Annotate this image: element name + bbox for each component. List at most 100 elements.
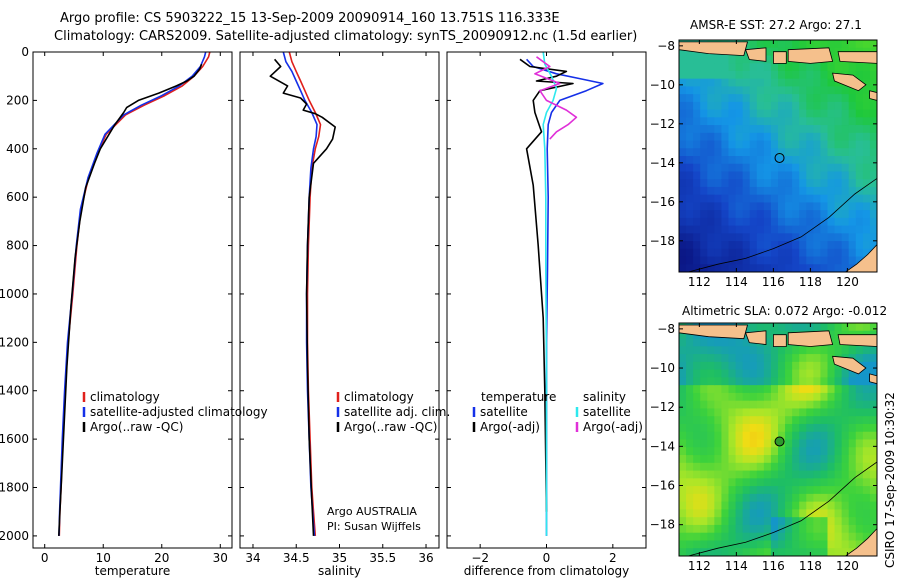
sla_map-cell xyxy=(869,509,877,518)
sla_map-cell xyxy=(785,400,793,410)
sst_map-cell xyxy=(693,78,701,87)
sst_map-cell xyxy=(799,156,807,165)
sst_map-cell xyxy=(841,241,850,250)
sst_map-cell xyxy=(792,94,800,103)
sla-map-title: Altimetric SLA: 0.072 Argo: -0.012 xyxy=(682,304,888,318)
sla_map-cell xyxy=(855,377,864,386)
sla_map-cell xyxy=(827,377,836,386)
sst_map-cell xyxy=(778,217,786,227)
sla_map-cell xyxy=(834,455,843,464)
sla_map-xtick-label: 112 xyxy=(688,559,711,573)
sst_map-cell xyxy=(686,264,694,272)
sla_map-cell xyxy=(756,548,765,556)
sla_map-cell xyxy=(686,385,694,394)
sst_map-cell xyxy=(827,109,836,118)
sla_map-cell xyxy=(763,338,772,347)
sla_map-cell xyxy=(686,478,694,487)
sla_map-cell xyxy=(778,385,786,394)
sst_map-cell xyxy=(693,94,701,103)
sst_map-cell xyxy=(813,225,822,234)
sla_map-cell xyxy=(770,462,779,472)
sst_map-island xyxy=(745,47,767,62)
sla_map-cell xyxy=(855,501,864,510)
sst_map-cell xyxy=(693,156,701,165)
sla_map-cell xyxy=(714,338,723,347)
sst_map-cell xyxy=(813,241,822,250)
sst_map-cell xyxy=(693,163,701,173)
sla_map-cell xyxy=(813,493,822,503)
sst_map-island xyxy=(787,47,834,64)
sla_map-cell xyxy=(792,524,800,534)
sst_map-cell xyxy=(806,101,814,111)
sst_map-cell xyxy=(855,256,864,265)
sla_map-cell xyxy=(714,462,723,472)
sla_map-cell xyxy=(862,323,871,332)
sst_map-cell xyxy=(735,233,744,242)
sst_map-cell xyxy=(855,241,864,250)
sst_map-cell xyxy=(848,248,857,258)
sst_map-cell xyxy=(834,148,843,157)
sla_map-cell xyxy=(841,439,850,448)
sst_map-cell xyxy=(728,101,737,111)
sla_map-cell xyxy=(848,423,857,433)
sla_map-cell xyxy=(820,323,829,332)
sst_map-cell xyxy=(806,148,814,157)
sst_map-cell xyxy=(735,55,744,64)
sla_map-cell xyxy=(714,455,723,464)
sst_map-cell xyxy=(742,248,751,258)
sla_map-cell xyxy=(799,377,807,386)
sla_map-cell xyxy=(735,509,744,518)
sla_map-cell xyxy=(756,369,765,378)
sla_map-cell xyxy=(749,517,758,526)
credit-line2: PI: Susan Wijffels xyxy=(327,520,421,533)
sla_map-frame xyxy=(678,322,878,557)
sla_map-cell xyxy=(700,338,708,347)
sla_map-cell xyxy=(827,323,836,332)
sst_map-cell xyxy=(869,210,877,219)
sla_map-cell xyxy=(742,540,751,549)
salinity-xtick-label: 34 xyxy=(245,551,260,565)
sst_map-cell xyxy=(700,70,708,80)
sst_map-cell xyxy=(820,233,829,242)
sla_map-cell xyxy=(855,369,864,378)
sla_map-cell xyxy=(834,377,843,386)
sla_map-cell xyxy=(700,501,708,510)
sla_map-cell xyxy=(679,439,687,448)
sla_map-cell xyxy=(834,540,843,549)
sst_map-cell xyxy=(813,248,822,258)
sst_map-cell xyxy=(820,248,829,258)
sla_map-cell xyxy=(707,369,715,378)
sla_map-cell xyxy=(813,323,822,332)
sst_map-cell xyxy=(813,202,822,211)
sla_map-cell xyxy=(700,540,708,549)
sla_map-cell xyxy=(700,447,708,456)
sla_map-cell xyxy=(862,486,871,495)
sst_map-cell xyxy=(855,109,864,118)
sla_map-cell xyxy=(820,392,829,402)
sst_map-cell xyxy=(785,256,793,265)
sst_map-cell xyxy=(763,194,772,203)
sst_map-cell xyxy=(770,70,779,80)
sla_map-cell xyxy=(827,431,836,441)
sst_map-cell xyxy=(728,225,737,234)
sst_map-cell xyxy=(785,78,793,87)
sla_map-cell xyxy=(679,361,687,371)
sla_map-cell xyxy=(848,540,857,549)
sst_map-cell xyxy=(756,109,765,118)
sst_map-cell xyxy=(721,194,730,203)
sla_map-cell xyxy=(679,431,687,441)
sla_map-cell xyxy=(714,408,723,417)
sst_map-cell xyxy=(763,148,772,157)
depth-tick-label: 1600 xyxy=(0,432,29,446)
sst_map-cell xyxy=(679,156,687,165)
sla_map-cell xyxy=(686,330,694,340)
sst_map-cell xyxy=(813,125,822,134)
sla_map-cell xyxy=(799,354,807,363)
sst_map-cell xyxy=(728,132,737,142)
sst_map-cell xyxy=(756,156,765,165)
sla_map-island xyxy=(787,330,834,347)
sla_map-cell xyxy=(806,501,814,510)
sst_map-cell xyxy=(686,225,694,234)
depth-tick-label: 600 xyxy=(6,190,29,204)
sla_map-cell xyxy=(820,346,829,355)
